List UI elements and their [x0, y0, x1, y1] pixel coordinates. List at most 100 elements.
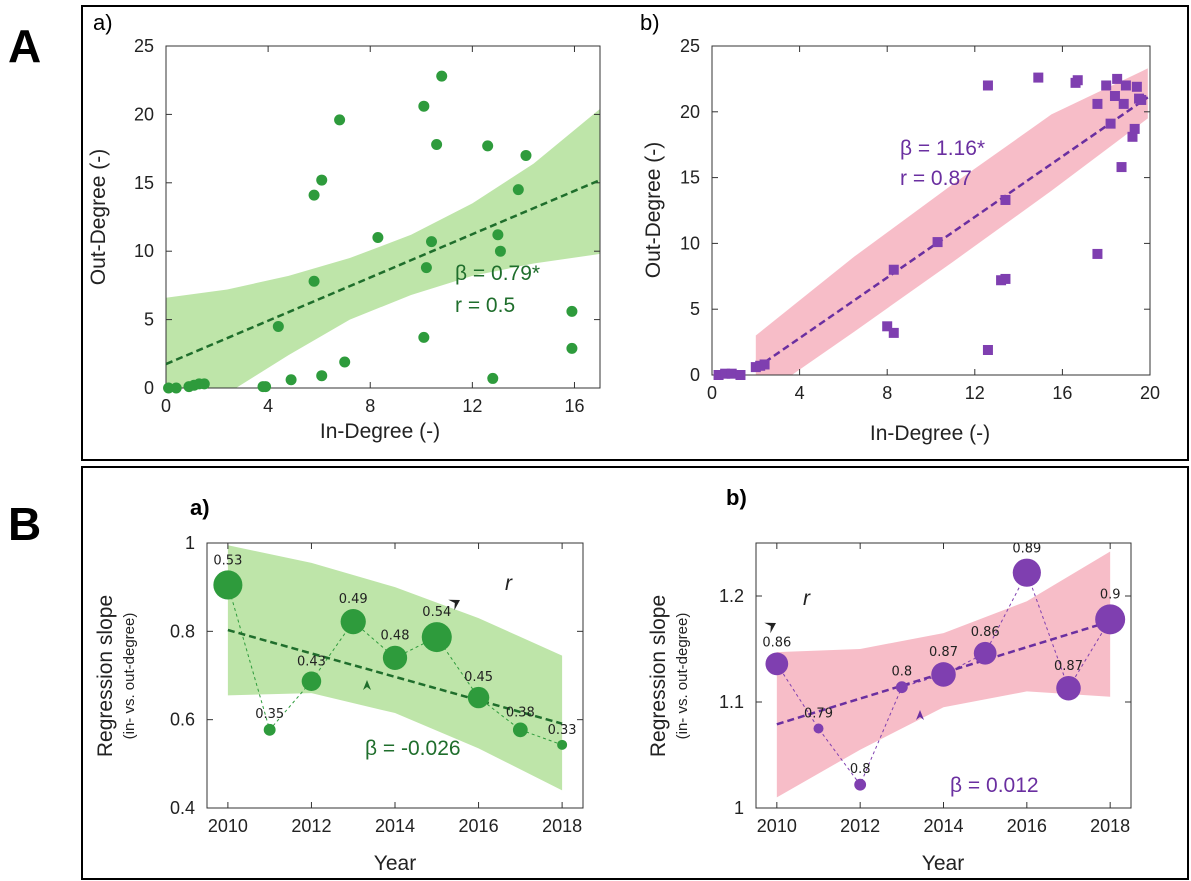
data-point [301, 671, 322, 692]
data-point [512, 184, 524, 196]
data-point [1127, 131, 1138, 142]
confidence-band [166, 108, 600, 388]
regression-line [776, 620, 1111, 726]
data-label: 0.9 [1100, 587, 1121, 602]
x-tick-label: 2012 [840, 816, 880, 836]
beta-annotation: β = -0.026 [365, 737, 461, 760]
data-point [982, 80, 993, 91]
data-point [382, 645, 408, 670]
x-tick-label: 4 [795, 383, 805, 403]
data-point [482, 140, 494, 152]
data-point [557, 739, 568, 750]
data-label: 0.49 [339, 592, 368, 607]
y-axis-label: Out-Degree (-) [642, 142, 665, 279]
data-point [340, 608, 366, 635]
data-point [285, 374, 297, 386]
data-point [308, 189, 320, 201]
data-point [170, 382, 182, 394]
x-tick-label: 2014 [375, 816, 415, 836]
y-tick-label: 10 [680, 233, 700, 253]
data-label: 0.86 [971, 625, 1000, 640]
data-point [1092, 98, 1103, 109]
y-tick-label: 25 [680, 36, 700, 56]
data-point [213, 570, 243, 600]
arrowhead-icon [448, 599, 460, 611]
subplot-label: a) [190, 495, 210, 520]
data-point [308, 275, 320, 287]
data-point [420, 262, 432, 274]
data-point [260, 381, 272, 393]
data-point [566, 305, 578, 317]
data-point [882, 321, 893, 332]
x-tick-label: 2010 [208, 816, 248, 836]
panel-a-frame [81, 5, 1189, 461]
x-tick-label: 2018 [542, 816, 582, 836]
data-label: 0.89 [1012, 542, 1041, 557]
data-point [272, 320, 284, 332]
data-point [487, 372, 499, 384]
data-point [1000, 194, 1011, 205]
beta-annotation: β = 0.012 [950, 774, 1039, 797]
data-label: 0.45 [464, 670, 493, 685]
data-point [1095, 604, 1126, 635]
x-tick-label: 8 [882, 383, 892, 403]
data-point [1012, 558, 1041, 587]
data-label: 0.87 [1054, 659, 1083, 674]
data-point [421, 622, 452, 653]
x-tick-label: 2014 [923, 816, 963, 836]
data-point [759, 359, 770, 370]
y-tick-label: 20 [680, 102, 700, 122]
y-axis-label: Regression slope [647, 595, 670, 757]
x-tick-label: 0 [707, 383, 717, 403]
x-tick-label: 0 [161, 396, 171, 416]
plot-frame [711, 45, 1151, 376]
data-point [813, 723, 824, 734]
y-tick-label: 0 [144, 378, 154, 398]
plot-frame [165, 45, 601, 389]
x-tick-label: 12 [965, 383, 985, 403]
data-point [1136, 94, 1147, 105]
data-point [1056, 675, 1081, 701]
panel-b-frame [81, 466, 1189, 880]
y-tick-label: 0 [690, 365, 700, 385]
data-label: 0.33 [548, 723, 577, 738]
data-point [1118, 98, 1129, 109]
data-point [982, 344, 993, 355]
x-tick-label: 20 [1140, 383, 1160, 403]
x-tick-label: 2018 [1090, 816, 1130, 836]
data-point [436, 70, 448, 82]
arrowhead-icon [764, 622, 776, 634]
data-point [720, 368, 731, 379]
data-label: 0.54 [422, 605, 451, 620]
y-axis-label: Out-Degree (-) [87, 149, 110, 286]
y-tick-label: 15 [680, 168, 700, 188]
data-label: 0.8 [891, 664, 912, 679]
data-point [372, 232, 384, 244]
y-tick-label: 5 [690, 299, 700, 319]
data-label: 0.79 [804, 707, 833, 722]
y-tick-label: 0.6 [170, 710, 195, 730]
data-label: 0.87 [929, 645, 958, 660]
data-point [467, 686, 490, 709]
y-tick-label: 1 [185, 533, 195, 553]
r-legend-label: r [505, 572, 513, 595]
data-point [932, 237, 943, 248]
r-annotation: r = 0.87 [900, 167, 972, 190]
data-point [520, 149, 532, 161]
chart-b-a: a) 2010 2012 2014 2016 2018 0.4 0.6 0.8 1 Year Regr… [94, 495, 584, 875]
data-point [1129, 123, 1140, 134]
data-point [334, 114, 346, 126]
data-label: 0.48 [381, 629, 410, 644]
data-point [316, 174, 328, 186]
beta-annotation: β = 1.16* [900, 137, 985, 160]
data-point [726, 368, 737, 379]
data-label: 0.43 [297, 654, 326, 669]
x-tick-label: 2016 [1007, 816, 1047, 836]
data-point [566, 342, 578, 354]
panel-letter-b: B [8, 498, 41, 550]
subplot-label: a) [93, 10, 113, 35]
data-point [854, 778, 867, 791]
data-point [1112, 73, 1123, 84]
x-tick-label: 2016 [459, 816, 499, 836]
